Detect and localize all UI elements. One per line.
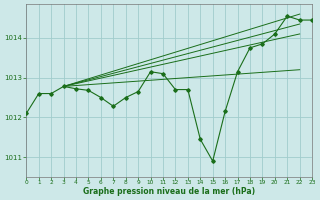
- X-axis label: Graphe pression niveau de la mer (hPa): Graphe pression niveau de la mer (hPa): [83, 187, 255, 196]
